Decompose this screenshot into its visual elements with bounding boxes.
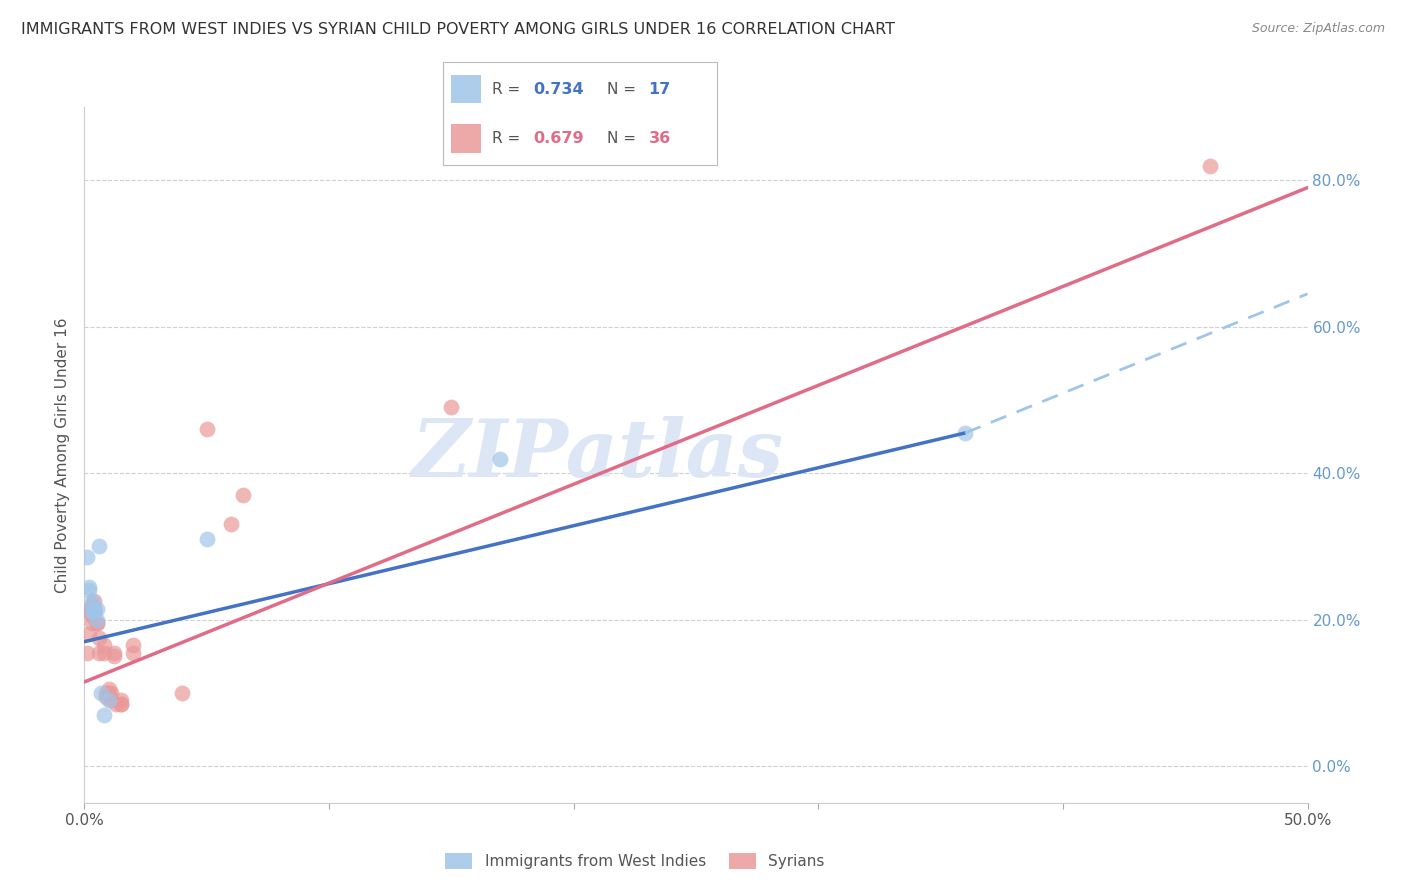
Text: 0.679: 0.679: [533, 131, 583, 146]
Point: [93, 707, 115, 722]
Point: [100, 693, 122, 707]
Point: [77, 601, 100, 615]
Text: N =: N =: [607, 81, 641, 96]
Text: R =: R =: [492, 81, 526, 96]
Text: 17: 17: [648, 81, 671, 96]
Point: [80, 616, 103, 631]
Point: [1198, 159, 1220, 173]
Point: [83, 606, 105, 620]
Point: [96, 690, 118, 704]
Point: [76, 550, 98, 565]
Text: IMMIGRANTS FROM WEST INDIES VS SYRIAN CHILD POVERTY AMONG GIRLS UNDER 16 CORRELA: IMMIGRANTS FROM WEST INDIES VS SYRIAN CH…: [21, 22, 896, 37]
Point: [953, 425, 976, 440]
Point: [110, 697, 132, 711]
Point: [93, 638, 115, 652]
Point: [83, 601, 105, 615]
Point: [122, 646, 145, 660]
Point: [80, 599, 103, 614]
Point: [489, 451, 512, 466]
Point: [80, 598, 103, 612]
Legend: Immigrants from West Indies, Syrians: Immigrants from West Indies, Syrians: [439, 847, 831, 875]
Point: [195, 532, 218, 546]
Point: [80, 609, 103, 624]
Text: N =: N =: [607, 131, 641, 146]
Point: [77, 583, 100, 598]
Point: [77, 606, 100, 620]
Point: [86, 601, 108, 615]
Point: [232, 488, 254, 502]
Point: [76, 646, 98, 660]
Point: [100, 686, 122, 700]
Point: [86, 613, 108, 627]
Point: [87, 540, 110, 554]
Bar: [451, 124, 481, 153]
Point: [80, 594, 103, 608]
Point: [83, 601, 105, 615]
Point: [77, 627, 100, 641]
Point: [83, 606, 105, 620]
Bar: [451, 75, 481, 103]
Text: 36: 36: [648, 131, 671, 146]
Point: [105, 697, 128, 711]
Point: [97, 686, 120, 700]
Point: [110, 697, 132, 711]
Point: [90, 686, 112, 700]
Text: R =: R =: [492, 131, 526, 146]
Point: [440, 401, 463, 415]
Y-axis label: Child Poverty Among Girls Under 16: Child Poverty Among Girls Under 16: [55, 318, 70, 592]
Text: ZIPatlas: ZIPatlas: [412, 417, 785, 493]
Point: [87, 631, 110, 645]
Point: [93, 646, 115, 660]
Point: [87, 646, 110, 660]
Point: [103, 646, 125, 660]
Point: [83, 594, 105, 608]
Point: [110, 693, 132, 707]
Point: [103, 649, 125, 664]
Point: [96, 686, 118, 700]
Point: [219, 517, 242, 532]
Point: [80, 606, 103, 620]
Point: [86, 616, 108, 631]
Text: Source: ZipAtlas.com: Source: ZipAtlas.com: [1251, 22, 1385, 36]
Point: [122, 638, 145, 652]
Text: 0.734: 0.734: [533, 81, 583, 96]
Point: [172, 686, 194, 700]
Point: [195, 422, 218, 436]
Point: [97, 682, 120, 697]
Point: [77, 580, 100, 594]
Point: [86, 616, 108, 631]
Point: [97, 693, 120, 707]
